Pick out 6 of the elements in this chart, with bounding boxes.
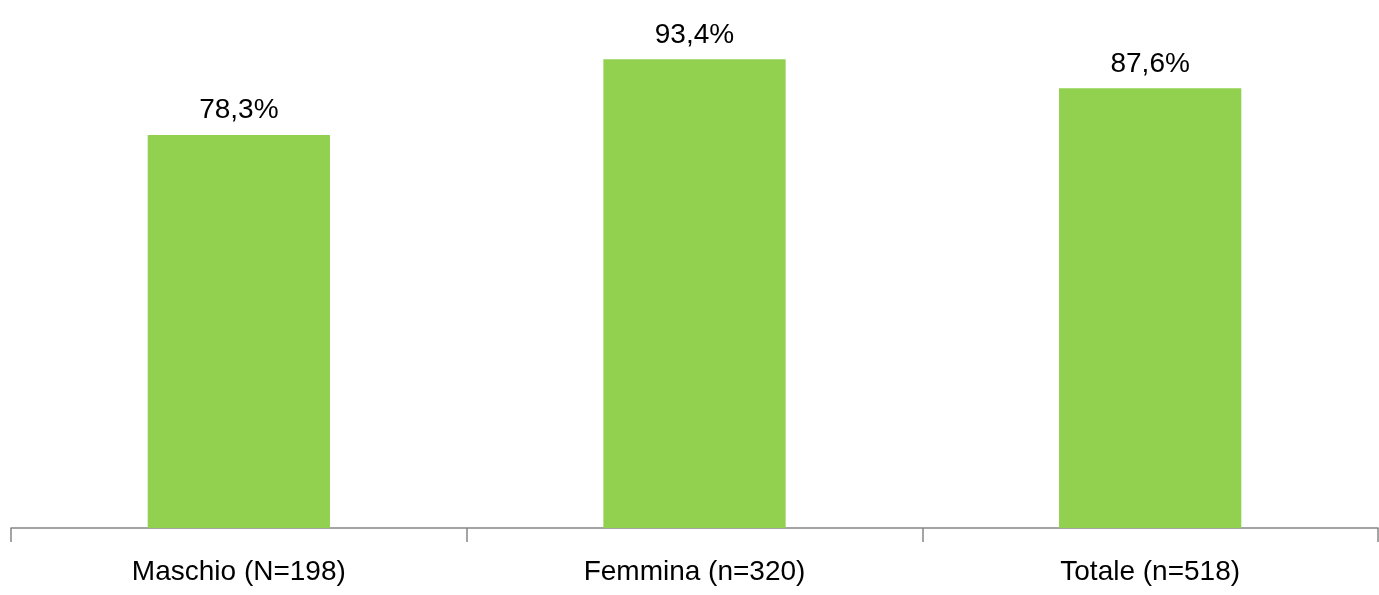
x-tick-label: Femmina (n=320) xyxy=(583,554,806,586)
data-label: 78,3% xyxy=(199,93,279,125)
data-label: 87,6% xyxy=(1110,46,1190,78)
x-tick-label: Maschio (N=198) xyxy=(131,554,346,586)
data-label: 93,4% xyxy=(654,17,735,49)
x-tick-label: Totale (n=518) xyxy=(1060,554,1241,586)
